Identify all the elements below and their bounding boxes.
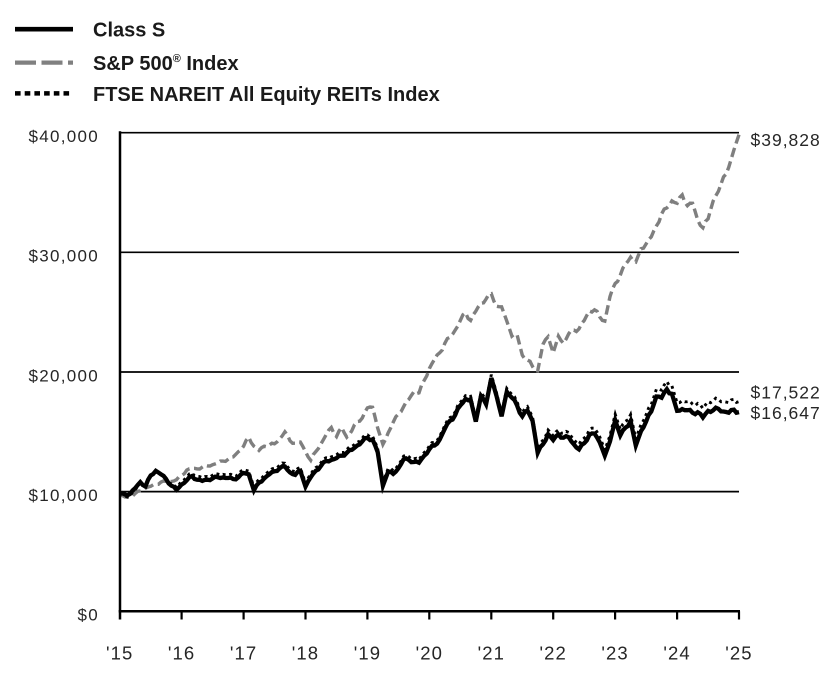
svg-text:'21: '21 [478,643,505,664]
svg-text:$10,000: $10,000 [28,486,99,505]
svg-text:$16,647: $16,647 [751,403,821,423]
svg-text:'15: '15 [106,643,133,664]
svg-text:S&P 500® Index: S&P 500® Index [93,53,239,75]
svg-text:'19: '19 [354,643,381,664]
svg-text:'25: '25 [725,643,752,664]
svg-text:$17,522: $17,522 [751,383,821,403]
svg-text:'22: '22 [539,643,566,664]
svg-text:'17: '17 [230,643,257,664]
svg-text:$20,000: $20,000 [28,366,99,385]
svg-text:$40,000: $40,000 [28,127,99,146]
svg-text:$39,828: $39,828 [751,130,821,150]
svg-text:FTSE NAREIT All Equity REITs I: FTSE NAREIT All Equity REITs Index [93,84,440,106]
svg-text:Class S: Class S [93,20,165,42]
svg-text:'23: '23 [601,643,628,664]
svg-text:'16: '16 [168,643,195,664]
svg-text:'18: '18 [292,643,319,664]
svg-text:'24: '24 [663,643,690,664]
svg-text:'20: '20 [416,643,443,664]
svg-text:$0: $0 [77,606,99,625]
svg-text:$30,000: $30,000 [28,247,99,266]
